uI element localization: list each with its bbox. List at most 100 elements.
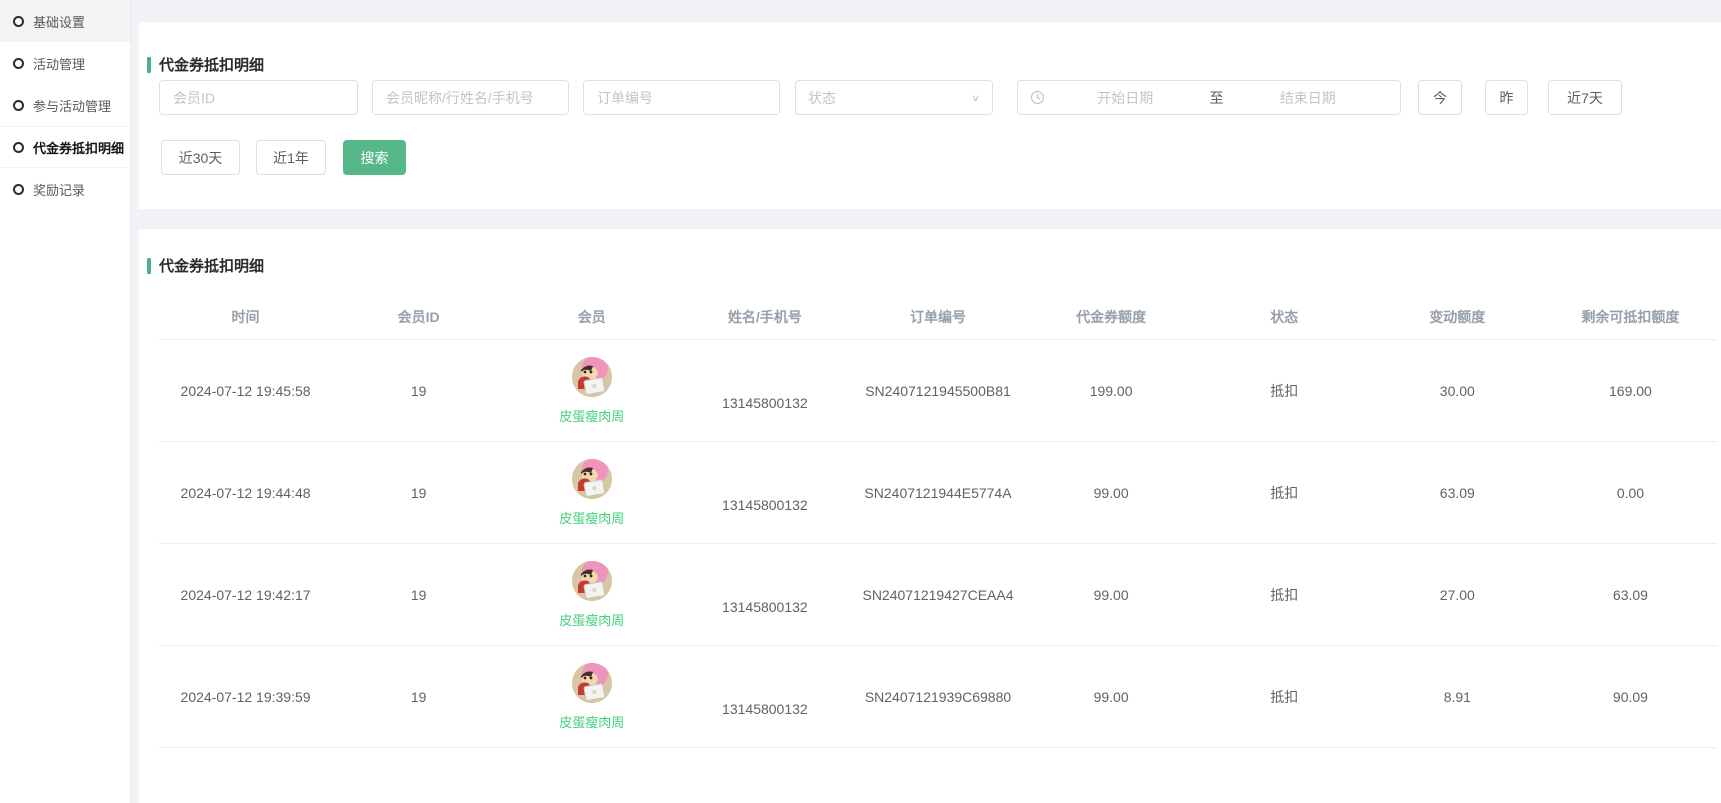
accent-bar (147, 56, 151, 73)
member-nickname-link[interactable]: 皮蛋瘦肉周 (559, 714, 625, 730)
cell-change-amount: 30.00 (1439, 382, 1475, 399)
filter-row-1: 状态 ∨ 开始日期 至 结束日期 今 昨 近7天 (159, 80, 1701, 115)
table-title-text: 代金券抵扣明细 (159, 258, 265, 275)
end-date-placeholder[interactable]: 结束日期 (1279, 89, 1336, 106)
cell-status: 抵扣 (1270, 586, 1299, 603)
status-select[interactable]: 状态 ∨ (795, 80, 993, 115)
circle-icon (13, 183, 24, 195)
table-row: 2024-07-12 19:44:48 19 皮蛋瘦肉周 13145800132… (159, 442, 1717, 544)
today-button[interactable]: 今 (1418, 80, 1462, 115)
status-select-placeholder: 状态 (808, 89, 836, 106)
cell-voucher-quota: 99.00 (1093, 586, 1129, 603)
order-no-input[interactable] (583, 80, 780, 115)
sidebar-item-activity-management[interactable]: 活动管理 (0, 42, 130, 84)
sidebar-item-label: 代金券抵扣明细 (33, 140, 125, 156)
last-30-days-button[interactable]: 近30天 (161, 140, 240, 175)
cell-remaining: 0.00 (1616, 484, 1645, 501)
col-header-change-amount: 变动额度 (1429, 308, 1486, 325)
member-id-input[interactable] (159, 80, 358, 115)
sidebar-item-voucher-deduction-detail[interactable]: 代金券抵扣明细 (0, 126, 130, 168)
table-row: 2024-07-12 19:39:59 19 皮蛋瘦肉周 13145800132… (159, 646, 1717, 748)
cell-member-id: 19 (410, 586, 427, 603)
sidebar-item-participation-management[interactable]: 参与活动管理 (0, 84, 130, 126)
cell-time: 2024-07-12 19:39:59 (180, 688, 311, 705)
last-7-days-button[interactable]: 近7天 (1548, 80, 1622, 115)
cell-status: 抵扣 (1270, 382, 1299, 399)
last-1-year-button[interactable]: 近1年 (256, 140, 326, 175)
cell-remaining: 90.09 (1612, 688, 1648, 705)
member-nickname-link[interactable]: 皮蛋瘦肉周 (559, 510, 625, 526)
cell-member: 皮蛋瘦肉周 (505, 662, 678, 731)
cell-member: 皮蛋瘦肉周 (505, 560, 678, 629)
member-nickname-link[interactable]: 皮蛋瘦肉周 (559, 612, 625, 628)
nickname-input[interactable] (372, 80, 569, 115)
col-header-member: 会员 (577, 308, 606, 325)
circle-icon (13, 15, 24, 27)
date-separator: 至 (1209, 89, 1224, 106)
col-header-status: 状态 (1270, 308, 1299, 325)
col-header-remaining: 剩余可抵扣额度 (1581, 308, 1680, 325)
sidebar-item-reward-records[interactable]: 奖励记录 (0, 168, 130, 210)
start-date-placeholder[interactable]: 开始日期 (1097, 89, 1154, 106)
cell-member: 皮蛋瘦肉周 (505, 458, 678, 527)
table-header-row: 时间 会员ID 会员 姓名/手机号 订单编号 代金券额度 状态 变动额度 剩余可… (159, 294, 1717, 340)
cell-voucher-quota: 99.00 (1093, 688, 1129, 705)
cell-order-no: SN2407121944E5774A (864, 484, 1012, 501)
avatar (571, 662, 612, 703)
avatar (571, 458, 612, 499)
avatar (571, 356, 612, 397)
col-header-name-phone: 姓名/手机号 (727, 308, 802, 325)
cell-time: 2024-07-12 19:45:58 (180, 382, 311, 399)
table-section-title: 代金券抵扣明细 (147, 255, 264, 276)
circle-icon (13, 99, 24, 111)
cell-remaining: 169.00 (1609, 382, 1652, 399)
table-row: 2024-07-12 19:42:17 19 皮蛋瘦肉周 13145800132… (159, 544, 1717, 646)
voucher-deduction-table: 时间 会员ID 会员 姓名/手机号 订单编号 代金券额度 状态 变动额度 剩余可… (159, 294, 1717, 748)
cell-time: 2024-07-12 19:42:17 (180, 586, 311, 603)
cell-order-no: SN2407121945500B81 (865, 382, 1011, 399)
sidebar-item-label: 基础设置 (33, 14, 86, 30)
cell-member-id: 19 (410, 484, 427, 501)
clock-icon (1030, 90, 1045, 105)
circle-icon (13, 141, 24, 153)
sidebar-item-label: 参与活动管理 (33, 98, 112, 114)
cell-phone: 13145800132 (722, 700, 808, 717)
cell-remaining: 63.09 (1612, 586, 1648, 603)
circle-icon (13, 57, 24, 69)
date-range-picker[interactable]: 开始日期 至 结束日期 (1017, 80, 1401, 115)
cell-member-id: 19 (410, 382, 427, 399)
cell-status: 抵扣 (1270, 688, 1299, 705)
col-header-voucher-quota: 代金券额度 (1076, 308, 1147, 325)
cell-voucher-quota: 199.00 (1089, 382, 1133, 399)
member-nickname-link[interactable]: 皮蛋瘦肉周 (559, 408, 625, 424)
chevron-down-icon: ∨ (971, 91, 980, 104)
cell-change-amount: 8.91 (1443, 688, 1471, 705)
col-header-time: 时间 (231, 308, 260, 325)
cell-change-amount: 27.00 (1439, 586, 1475, 603)
avatar (571, 560, 612, 601)
cell-phone: 13145800132 (722, 394, 808, 411)
accent-bar (147, 257, 151, 274)
search-button[interactable]: 搜索 (343, 140, 406, 175)
sidebar-item-basic-settings[interactable]: 基础设置 (0, 0, 130, 42)
cell-change-amount: 63.09 (1439, 484, 1475, 501)
cell-phone: 13145800132 (722, 496, 808, 513)
yesterday-button[interactable]: 昨 (1485, 80, 1528, 115)
sidebar-item-label: 活动管理 (33, 56, 86, 72)
col-header-order-no: 订单编号 (909, 308, 966, 325)
sidebar: 基础设置 活动管理 参与活动管理 代金券抵扣明细 奖励记录 (0, 0, 131, 803)
cell-order-no: SN2407121939C69880 (864, 688, 1012, 705)
cell-member-id: 19 (410, 688, 427, 705)
cell-member: 皮蛋瘦肉周 (505, 356, 678, 425)
filter-row-2: 近30天 近1年 搜索 (159, 140, 1701, 175)
sidebar-item-label: 奖励记录 (33, 182, 86, 198)
cell-time: 2024-07-12 19:44:48 (180, 484, 311, 501)
cell-voucher-quota: 99.00 (1093, 484, 1129, 501)
table-row: 2024-07-12 19:45:58 19 皮蛋瘦肉周 13145800132… (159, 340, 1717, 442)
cell-order-no: SN24071219427CEAA4 (862, 586, 1014, 603)
cell-phone: 13145800132 (722, 598, 808, 615)
cell-status: 抵扣 (1270, 484, 1299, 501)
table-card: 代金券抵扣明细 时间 会员ID 会员 姓名/手机号 订单编号 代金券额度 状态 … (139, 229, 1721, 803)
filter-section-title: 代金券抵扣明细 (147, 54, 264, 75)
col-header-member-id: 会员ID (397, 308, 440, 325)
